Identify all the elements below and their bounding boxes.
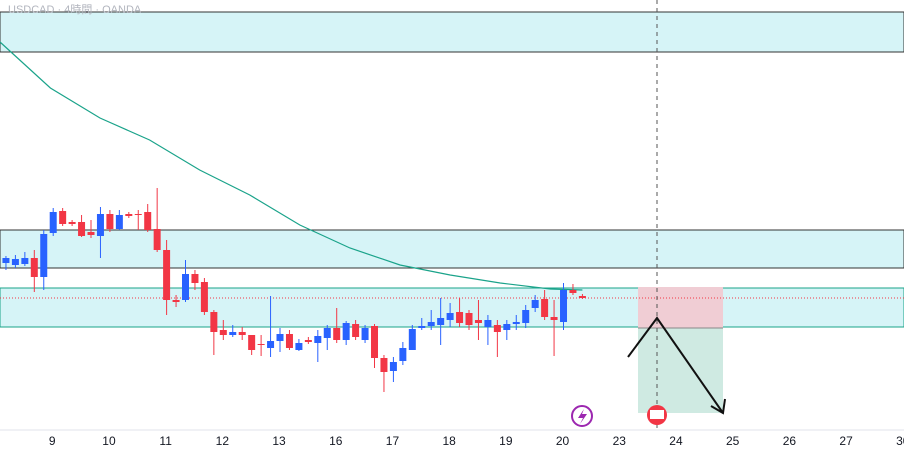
candle-body	[96, 214, 104, 236]
candle-body	[342, 323, 350, 340]
candle-body	[380, 358, 388, 372]
candle-body	[210, 312, 218, 332]
candle-body	[484, 320, 492, 327]
candle-body	[182, 274, 190, 300]
candle-body	[465, 313, 473, 325]
candle-body	[87, 232, 95, 235]
candle-body	[569, 290, 577, 293]
candle-body	[503, 324, 511, 330]
x-tick-label: 17	[386, 434, 400, 448]
candle-body	[560, 290, 568, 322]
candle-body	[200, 282, 208, 312]
x-tick-label: 30	[896, 434, 904, 448]
candle-body	[68, 222, 76, 224]
x-tick-label: 16	[329, 434, 343, 448]
zone	[0, 287, 904, 328]
candle-body	[267, 341, 275, 348]
candle-body	[153, 229, 161, 250]
candle-body	[474, 320, 482, 323]
candle-body	[371, 326, 379, 358]
zone	[0, 229, 904, 269]
candle-body	[30, 258, 38, 277]
candle-body	[427, 322, 435, 326]
candle-body	[314, 336, 322, 343]
x-tick-label: 11	[159, 434, 172, 448]
candle-body	[295, 343, 303, 350]
chart-title: USDCAD · 4時間 · OANDA	[8, 3, 142, 16]
event-bolt	[578, 409, 587, 424]
candle-body	[352, 324, 360, 337]
candle-body	[304, 340, 312, 342]
x-tick-label: 27	[839, 434, 853, 448]
candle-body	[163, 250, 171, 300]
candle-body	[408, 329, 416, 350]
plot: 9 10 11 12 13 16 17 18 19 20 23 24 25 26 27 30	[0, 41, 904, 448]
zone	[0, 11, 904, 53]
candle-body	[229, 332, 237, 335]
candle-body	[125, 214, 133, 216]
candle-body	[578, 296, 586, 298]
candle-body	[144, 212, 152, 230]
candle-body	[522, 310, 530, 323]
x-tick-label: 26	[783, 434, 797, 448]
candle-body	[550, 317, 558, 320]
x-tick-label: 10	[102, 434, 116, 448]
forecast-arrow	[627, 316, 724, 414]
x-tick-label: 23	[613, 434, 627, 448]
candle-body	[285, 334, 293, 348]
candle-body	[446, 313, 454, 320]
candle-body	[21, 258, 29, 264]
x-tick-label: 24	[669, 434, 683, 448]
x-tick-label: 19	[499, 434, 513, 448]
candle-body	[531, 300, 539, 308]
zones	[0, 11, 904, 413]
moving-average	[0, 41, 583, 291]
candle-body	[512, 322, 520, 324]
annotations	[571, 0, 726, 430]
candle-body	[238, 332, 246, 335]
candle-body	[257, 344, 265, 345]
candle-body	[40, 234, 48, 277]
candle-body	[172, 300, 180, 302]
candle-body	[399, 348, 407, 361]
candle-body	[106, 214, 114, 229]
candle-body	[2, 258, 10, 263]
candle-body	[493, 325, 501, 332]
candle-body	[361, 328, 369, 340]
candle-body	[115, 215, 123, 229]
candle-body	[78, 222, 86, 236]
arrow-head	[710, 398, 726, 415]
candle-body	[456, 312, 464, 323]
x-tick-label: 25	[726, 434, 740, 448]
candle-body	[333, 328, 341, 340]
candle-body	[219, 330, 227, 335]
x-tick-label: 12	[216, 434, 230, 448]
candle-body	[248, 335, 256, 350]
x-tick-label: 18	[442, 434, 456, 448]
target-area	[638, 328, 723, 413]
candle-body	[11, 259, 19, 265]
candle-body	[323, 328, 331, 338]
candle-body	[437, 318, 445, 325]
x-tick-label: 20	[556, 434, 570, 448]
candle-body	[49, 212, 57, 233]
candle-body	[134, 214, 142, 215]
candle-body	[59, 211, 67, 224]
candle-body	[541, 299, 549, 317]
flag-stripes	[650, 410, 664, 419]
candle-body	[418, 326, 426, 328]
x-tick-label: 9	[49, 434, 56, 448]
candle-body	[276, 334, 284, 341]
candle-body	[389, 362, 397, 371]
stop-area	[638, 287, 723, 328]
x-tick-label: 13	[272, 434, 286, 448]
candle-body	[191, 274, 199, 283]
